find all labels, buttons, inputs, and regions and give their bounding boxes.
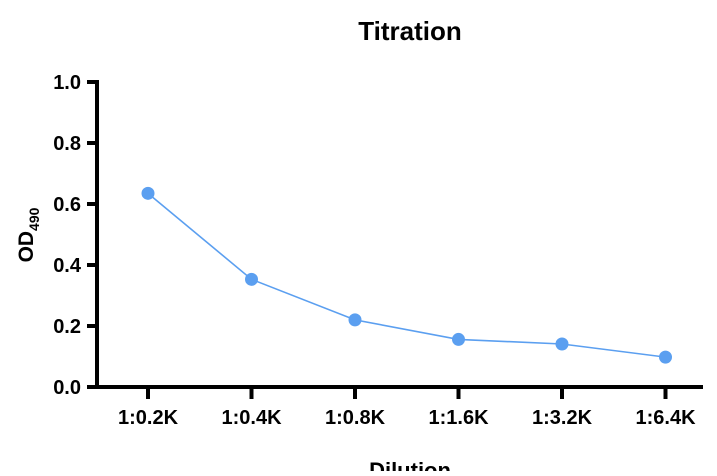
y-axis-label-main: OD	[15, 231, 38, 263]
data-point	[452, 332, 465, 346]
y-axis-label: OD490	[15, 207, 42, 262]
x-tick-label: 1:0.4K	[221, 407, 282, 429]
series-layer	[141, 186, 672, 364]
x-axis-label: Dilution	[369, 458, 451, 471]
x-tick-label: 1:6.4K	[635, 407, 696, 429]
chart-title: Titration	[358, 16, 462, 46]
x-tick-label: 1:0.2K	[118, 407, 179, 429]
data-point	[141, 186, 155, 200]
data-point	[348, 313, 362, 327]
y-axis-label-subscript: 490	[26, 207, 42, 231]
data-point	[245, 272, 258, 286]
y-ticks: 0.0 0.2 0.4 0.6 0.8 1.0	[53, 72, 97, 399]
y-tick-label: 0.2	[53, 316, 81, 338]
y-tick-label: 0.8	[53, 133, 81, 155]
y-tick-label: 0.4	[53, 255, 82, 277]
x-ticks: 1:0.2K 1:0.4K 1:0.8K 1:1.6K 1:3.2K 1:6.4K	[118, 387, 696, 429]
data-point	[555, 337, 569, 351]
y-tick-label: 1.0	[53, 72, 81, 94]
x-tick-label: 1:1.6K	[428, 407, 489, 429]
y-tick-label: 0.0	[53, 377, 81, 399]
series-line	[147, 192, 666, 358]
data-point	[659, 350, 672, 364]
x-tick-label: 1:3.2K	[532, 407, 593, 429]
x-tick-label: 1:0.8K	[325, 407, 386, 429]
y-tick-label: 0.6	[53, 194, 81, 216]
